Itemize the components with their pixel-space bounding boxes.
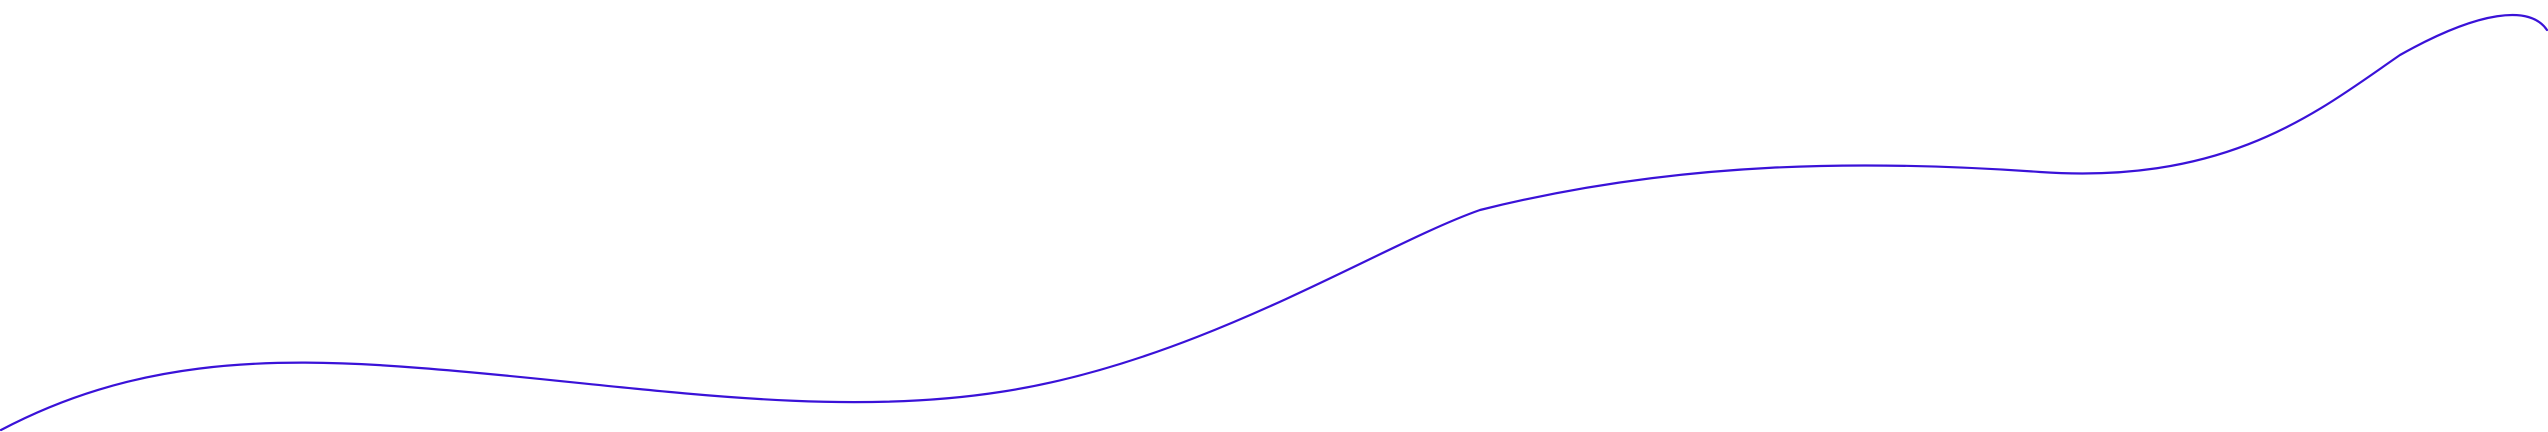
wave-line <box>0 14 2548 432</box>
